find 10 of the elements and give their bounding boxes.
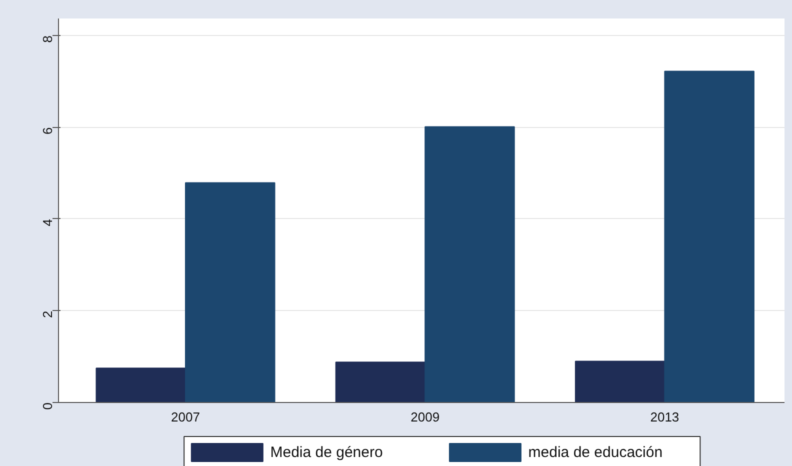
- y-tick-label: 0: [40, 402, 55, 410]
- legend-label: media de educación: [528, 444, 663, 461]
- x-tick-label: 2013: [650, 410, 680, 424]
- y-tick-label: 8: [40, 35, 55, 43]
- legend-label: Media de género: [270, 444, 383, 461]
- y-tick-label: 6: [40, 127, 55, 134]
- x-tick-label: 2009: [410, 410, 440, 424]
- y-tick-label: 2: [40, 310, 55, 318]
- x-tick-label: 2007: [171, 410, 200, 424]
- y-tick-label: 4: [40, 218, 55, 226]
